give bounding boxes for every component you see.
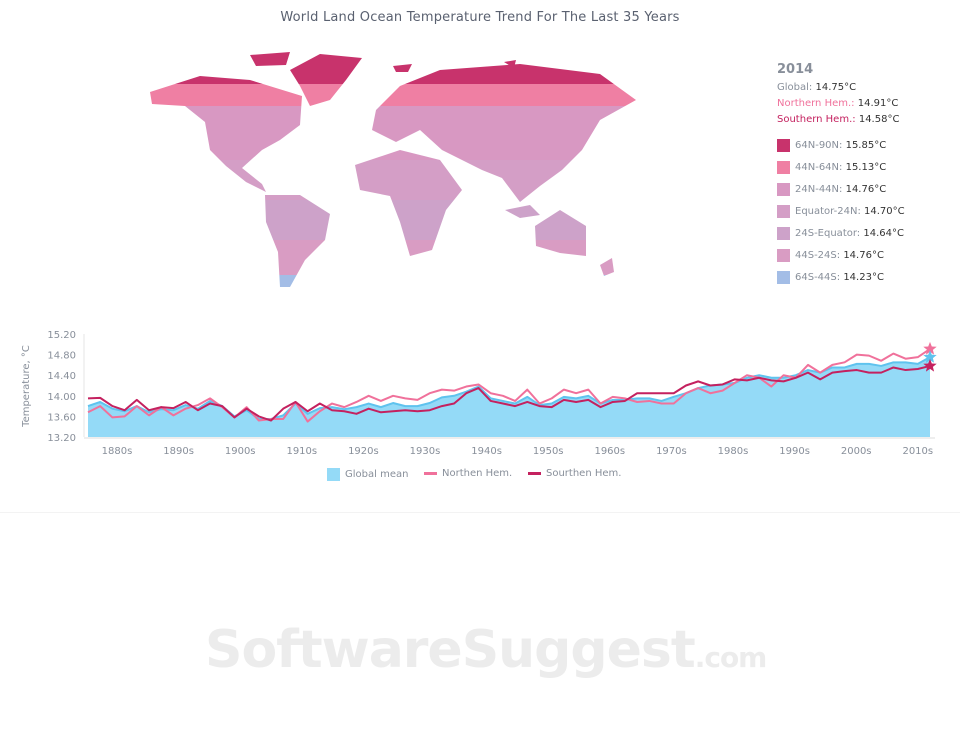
- x-tick-label: 2000s: [841, 446, 872, 457]
- y-tick-label: 13.20: [47, 433, 76, 444]
- map-latitude-bands: [140, 45, 650, 295]
- band-value: 14.70°C: [864, 205, 905, 217]
- map-band[interactable]: [140, 84, 650, 106]
- north-label: Northern Hem.:: [777, 98, 855, 109]
- band-swatch-icon: [777, 138, 790, 152]
- global-summary: Global: 14.75°C: [777, 80, 905, 96]
- band-swatch-icon: [777, 248, 790, 262]
- south-value: 14.58°C: [858, 114, 900, 125]
- band-value: 14.64°C: [863, 227, 904, 239]
- map-band[interactable]: [140, 240, 650, 275]
- band-legend-item[interactable]: 24N-44N: 14.76°C: [777, 178, 905, 200]
- x-tick-label: 1970s: [656, 446, 687, 457]
- band-legend-item[interactable]: 64S-44S: 14.23°C: [777, 266, 905, 288]
- legend-global-mean[interactable]: Global mean: [327, 468, 408, 481]
- map-band[interactable]: [140, 200, 650, 240]
- band-value: 15.85°C: [845, 139, 887, 151]
- watermark-logo: SoftwareSuggest.com: [205, 620, 768, 680]
- x-tick-label: 1930s: [410, 446, 441, 457]
- band-swatch-icon: [777, 160, 790, 174]
- x-tick-label: 1880s: [102, 446, 133, 457]
- watermark-main: SoftwareSuggest: [205, 620, 696, 680]
- map-band[interactable]: [140, 275, 650, 295]
- series-global-mean-area[interactable]: [88, 357, 930, 437]
- summary-year: 2014: [777, 62, 814, 77]
- north-summary: Northern Hem.: 14.91°C: [777, 96, 905, 112]
- band-swatch-icon: [777, 226, 790, 240]
- y-tick-label: 14.80: [47, 351, 76, 362]
- southern-latest-star-icon[interactable]: [923, 358, 937, 372]
- series-southern-line[interactable]: [87, 364, 931, 422]
- legend-northern[interactable]: Northen Hem.: [424, 468, 512, 479]
- band-value: 15.13°C: [845, 161, 887, 173]
- line-swatch-icon: [424, 472, 437, 475]
- band-value: 14.23°C: [843, 271, 884, 283]
- x-tick-label: 1940s: [471, 446, 502, 457]
- band-label: 64N-90N:: [795, 139, 843, 151]
- map-band[interactable]: [140, 160, 650, 200]
- south-label: Southern Hem.:: [777, 114, 856, 125]
- x-tick-label: 1990s: [779, 446, 810, 457]
- northern-latest-star-icon[interactable]: [923, 341, 937, 355]
- legend-label: Sourthen Hem.: [546, 468, 622, 479]
- band-swatch-icon: [777, 270, 790, 284]
- band-label: 64S-44S:: [795, 271, 841, 283]
- band-label: 44N-64N:: [795, 161, 843, 173]
- y-tick-label: 13.60: [47, 412, 76, 423]
- global-value: 14.75°C: [815, 82, 857, 93]
- x-tick-label: 1890s: [163, 446, 194, 457]
- x-tick-label: 1980s: [718, 446, 749, 457]
- y-tick-label: 14.00: [47, 392, 76, 403]
- legend-southern[interactable]: Sourthen Hem.: [528, 468, 621, 479]
- x-tick-label: 1920s: [348, 446, 379, 457]
- latitude-band-legend: 64N-90N: 15.85°C 44N-64N: 15.13°C 24N-44N:…: [777, 134, 905, 288]
- x-tick-label: 1910s: [286, 446, 317, 457]
- band-label: 44S-24S:: [795, 249, 841, 261]
- x-tick-label: 1900s: [225, 446, 256, 457]
- global-latest-star-icon[interactable]: [923, 350, 937, 363]
- band-swatch-icon: [777, 182, 790, 196]
- y-tick-label: 14.40: [47, 371, 76, 382]
- y-axis-title: Temperature, °C: [21, 345, 32, 428]
- x-tick-label: 2010s: [902, 446, 933, 457]
- world-map: [140, 45, 650, 295]
- x-tick-label: 1960s: [594, 446, 625, 457]
- band-value: 14.76°C: [845, 183, 887, 195]
- year-summary-panel: 2014 Global: 14.75°C Northern Hem.: 14.9…: [777, 62, 905, 288]
- x-tick-label: 1950s: [533, 446, 564, 457]
- band-legend-item[interactable]: Equator-24N: 14.70°C: [777, 200, 905, 222]
- legend-label: Northen Hem.: [442, 468, 513, 479]
- map-band[interactable]: [140, 45, 650, 84]
- band-swatch-icon: [777, 204, 790, 218]
- band-label: 24N-44N:: [795, 183, 843, 195]
- y-tick-label: 15.20: [47, 330, 76, 341]
- band-legend-item[interactable]: 24S-Equator: 14.64°C: [777, 222, 905, 244]
- band-label: 24S-Equator:: [795, 227, 861, 239]
- watermark-suffix: .com: [694, 641, 768, 674]
- band-label: Equator-24N:: [795, 205, 861, 217]
- legend-label: Global mean: [345, 469, 409, 480]
- south-summary: Southern Hem.: 14.58°C: [777, 112, 905, 128]
- chart-title: World Land Ocean Temperature Trend For T…: [280, 10, 680, 25]
- map-band[interactable]: [140, 106, 650, 160]
- area-swatch-icon: [327, 468, 340, 481]
- divider: [0, 512, 960, 513]
- band-legend-item[interactable]: 44S-24S: 14.76°C: [777, 244, 905, 266]
- line-swatch-icon: [528, 472, 541, 475]
- temperature-chart: 13.20 13.60 14.00 14.40 14.80 15.20 1880s 1890s…: [21, 330, 937, 457]
- band-legend-item[interactable]: 44N-64N: 15.13°C: [777, 156, 905, 178]
- north-value: 14.91°C: [857, 98, 899, 109]
- band-value: 14.76°C: [843, 249, 884, 261]
- band-legend-item[interactable]: 64N-90N: 15.85°C: [777, 134, 905, 156]
- global-label: Global:: [777, 82, 813, 93]
